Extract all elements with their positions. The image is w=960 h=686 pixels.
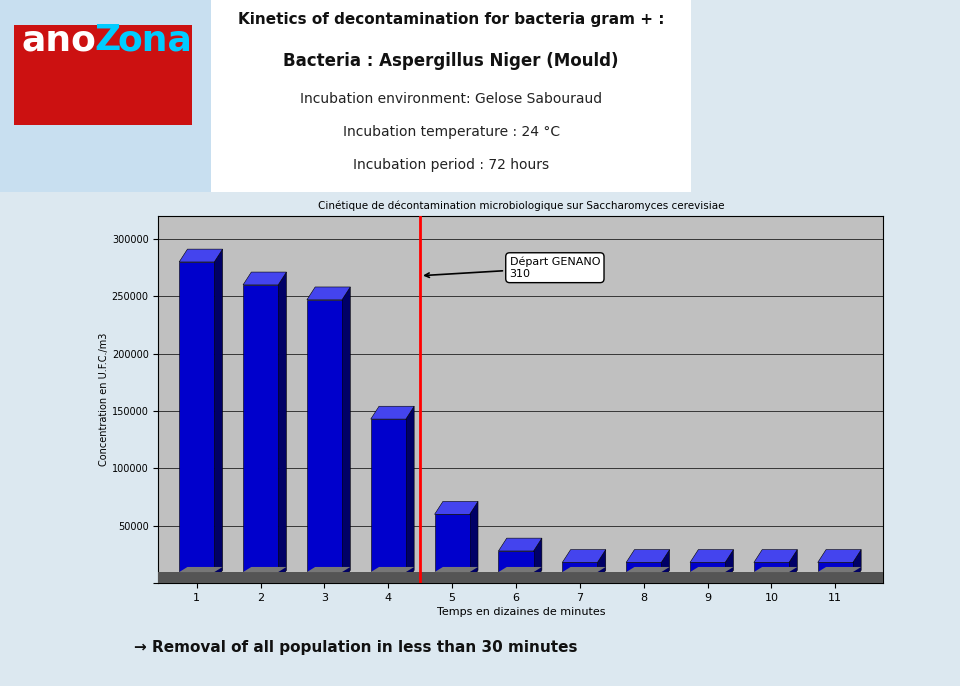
Bar xyxy=(243,285,278,583)
FancyBboxPatch shape xyxy=(0,0,691,192)
Polygon shape xyxy=(818,549,861,563)
Polygon shape xyxy=(243,272,286,285)
Text: ano: ano xyxy=(21,23,96,57)
Bar xyxy=(690,563,725,583)
Polygon shape xyxy=(852,549,861,583)
Polygon shape xyxy=(371,406,414,419)
Polygon shape xyxy=(754,567,798,572)
Polygon shape xyxy=(563,567,606,572)
Text: Incubation temperature : 24 °C: Incubation temperature : 24 °C xyxy=(343,125,560,139)
Text: Kinetics of decontamination for bacteria gram + :: Kinetics of decontamination for bacteria… xyxy=(238,12,664,27)
Polygon shape xyxy=(180,567,223,572)
Polygon shape xyxy=(371,567,414,572)
Polygon shape xyxy=(725,549,733,583)
X-axis label: Temps en dizaines de minutes: Temps en dizaines de minutes xyxy=(437,607,605,617)
Text: Incubation environment: Gelose Sabouraud: Incubation environment: Gelose Sabouraud xyxy=(300,92,602,106)
Polygon shape xyxy=(690,549,733,563)
Bar xyxy=(818,563,852,583)
Bar xyxy=(180,262,214,583)
Polygon shape xyxy=(180,249,223,262)
Text: → Removal of all population in less than 30 minutes: → Removal of all population in less than… xyxy=(134,640,578,655)
Text: ona: ona xyxy=(117,23,192,57)
FancyBboxPatch shape xyxy=(0,0,211,192)
Polygon shape xyxy=(626,567,669,572)
Text: Bacteria : Aspergillus Niger (Mould): Bacteria : Aspergillus Niger (Mould) xyxy=(283,52,619,70)
Polygon shape xyxy=(342,287,350,583)
Polygon shape xyxy=(498,567,541,572)
Polygon shape xyxy=(661,549,669,583)
Bar xyxy=(435,514,469,583)
Bar xyxy=(754,563,789,583)
Polygon shape xyxy=(435,567,478,572)
Bar xyxy=(371,419,406,583)
Bar xyxy=(563,563,597,583)
Text: Z: Z xyxy=(94,23,120,57)
Bar xyxy=(307,300,342,583)
Title: Cinétique de décontamination microbiologique sur Saccharomyces cerevisiae: Cinétique de décontamination microbiolog… xyxy=(318,200,724,211)
Bar xyxy=(158,572,883,583)
Polygon shape xyxy=(214,249,223,583)
Polygon shape xyxy=(278,272,286,583)
FancyBboxPatch shape xyxy=(14,25,192,125)
Polygon shape xyxy=(498,538,541,551)
Polygon shape xyxy=(406,406,414,583)
Text: Incubation period : 72 hours: Incubation period : 72 hours xyxy=(353,158,549,172)
Polygon shape xyxy=(307,567,350,572)
Polygon shape xyxy=(597,549,606,583)
Polygon shape xyxy=(563,549,606,563)
Polygon shape xyxy=(534,538,541,583)
Polygon shape xyxy=(690,567,733,572)
Polygon shape xyxy=(789,549,798,583)
Polygon shape xyxy=(626,549,669,563)
Polygon shape xyxy=(243,567,286,572)
Polygon shape xyxy=(435,501,478,514)
Polygon shape xyxy=(469,501,478,583)
Polygon shape xyxy=(307,287,350,300)
Y-axis label: Concentration en U.F.C./m3: Concentration en U.F.C./m3 xyxy=(99,333,108,466)
Text: Départ GENANO
310: Départ GENANO 310 xyxy=(425,257,600,279)
Bar xyxy=(626,563,661,583)
Bar xyxy=(498,551,534,583)
Polygon shape xyxy=(818,567,861,572)
Polygon shape xyxy=(754,549,798,563)
